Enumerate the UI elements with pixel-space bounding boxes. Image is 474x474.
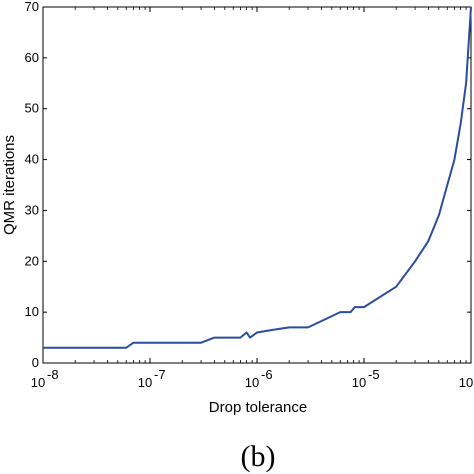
x-tick-label: 10 — [138, 375, 152, 390]
series-layer — [43, 6, 472, 349]
x-tick-exponent: -8 — [47, 367, 59, 382]
x-tick-label: 10 — [352, 375, 366, 390]
y-tick-label: 60 — [25, 50, 39, 65]
y-tick-label: 0 — [32, 355, 39, 370]
y-tick-label: 20 — [25, 253, 39, 268]
x-tick-exponent: -7 — [154, 367, 166, 382]
series-line — [43, 6, 472, 349]
figure-caption: (b) — [241, 440, 276, 473]
y-tick-label: 50 — [25, 101, 39, 116]
y-tick-label: 40 — [25, 152, 39, 167]
y-tick-label: 10 — [25, 304, 39, 319]
x-tick-exponent: -6 — [261, 367, 273, 382]
x-tick-label: 10 — [459, 375, 473, 390]
x-tick-label: 10 — [31, 375, 45, 390]
plot-border — [42, 6, 472, 364]
x-tick-label: 10 — [245, 375, 259, 390]
y-axis-label: QMR iterations — [1, 135, 18, 235]
plot-area — [42, 6, 472, 364]
y-tick-label: 30 — [25, 202, 39, 217]
x-axis-label: Drop tolerance — [209, 399, 307, 416]
x-tick-exponent: -5 — [368, 367, 380, 382]
y-tick-label: 70 — [25, 0, 39, 14]
